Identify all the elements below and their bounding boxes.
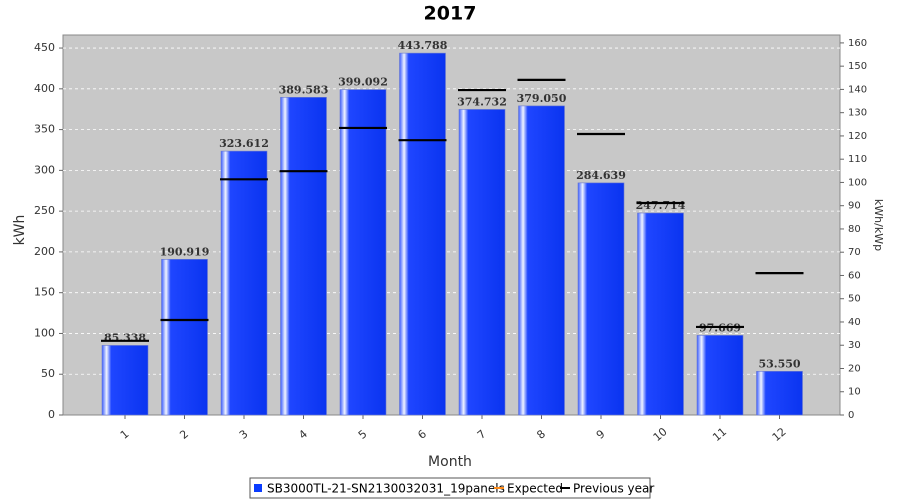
- y2-tick-label: 0: [848, 410, 854, 421]
- value-label: 374.732: [457, 95, 507, 108]
- legend-label: Previous year: [573, 482, 654, 496]
- y2-tick-label: 40: [848, 317, 861, 328]
- value-label: 323.612: [219, 137, 269, 150]
- y2-tick-label: 120: [848, 131, 867, 142]
- x-tick-label: 2: [177, 427, 191, 441]
- bar: [339, 89, 387, 416]
- y2-tick-label: 80: [848, 224, 861, 235]
- x-tick-label: 11: [710, 425, 729, 444]
- y-tick-label: 450: [34, 41, 55, 54]
- value-label: 443.788: [398, 39, 448, 52]
- y2-tick-label: 150: [848, 61, 867, 72]
- x-tick-label: 1: [118, 427, 132, 441]
- value-label: 379.050: [517, 92, 567, 105]
- y2-tick-label: 110: [848, 154, 867, 165]
- bar: [161, 259, 208, 416]
- y-axis-label: kWh: [12, 215, 28, 246]
- y-tick-label: 50: [41, 367, 55, 380]
- value-label: 247.714: [636, 199, 686, 212]
- bar: [101, 345, 149, 416]
- x-tick-label: 7: [475, 427, 489, 441]
- chart-title: 2017: [424, 3, 477, 25]
- value-label: 399.092: [338, 76, 388, 89]
- y2-tick-label: 90: [848, 201, 861, 212]
- y2-tick-label: 60: [848, 270, 861, 281]
- y-tick-label: 250: [34, 204, 55, 217]
- bar: [696, 335, 744, 416]
- bar: [280, 97, 327, 416]
- y2-tick-label: 10: [848, 387, 861, 398]
- y-tick-label: 0: [48, 408, 55, 421]
- value-label: 284.639: [576, 169, 626, 182]
- value-label: 53.550: [758, 357, 800, 370]
- y2-tick-label: 30: [848, 340, 861, 351]
- y-tick-label: 400: [34, 82, 55, 95]
- y2-tick-label: 100: [848, 177, 867, 188]
- y-tick-label: 350: [34, 123, 55, 136]
- y2-tick-label: 20: [848, 363, 861, 374]
- y2-tick-label: 70: [848, 247, 861, 258]
- legend-label: Expected: [507, 482, 563, 496]
- bar: [399, 52, 446, 416]
- y2-tick-label: 50: [848, 294, 861, 305]
- bar: [577, 182, 625, 416]
- legend-label: SB3000TL-21-SN2130032031_19panels: [267, 482, 505, 496]
- bar: [756, 371, 803, 416]
- bar: [637, 212, 684, 416]
- x-tick-label: 9: [594, 427, 608, 441]
- y2-tick-label: 140: [848, 84, 867, 95]
- legend-swatch: [254, 484, 262, 492]
- y-tick-label: 150: [34, 286, 55, 299]
- y-tick-label: 100: [34, 326, 55, 339]
- bar: [220, 150, 268, 416]
- bar: [458, 109, 506, 416]
- y-tick-label: 200: [34, 245, 55, 258]
- value-label: 190.919: [160, 245, 210, 258]
- x-tick-label: 3: [237, 427, 251, 441]
- value-label: 85.338: [104, 331, 146, 344]
- y2-tick-label: 160: [848, 38, 867, 49]
- bar: [518, 105, 565, 416]
- legend: [249, 477, 651, 499]
- value-label: 389.583: [279, 83, 329, 96]
- x-tick-label: 5: [356, 427, 370, 441]
- y-tick-label: 300: [34, 163, 55, 176]
- x-tick-label: 8: [534, 427, 548, 441]
- x-tick-label: 10: [651, 425, 670, 444]
- y2-tick-label: 130: [848, 108, 867, 119]
- x-tick-label: 6: [415, 427, 429, 441]
- x-tick-label: 12: [770, 425, 789, 444]
- x-axis-label: Month: [428, 454, 472, 470]
- y2-axis-label: kWh/kWp: [872, 199, 885, 251]
- x-tick-label: 4: [296, 427, 310, 441]
